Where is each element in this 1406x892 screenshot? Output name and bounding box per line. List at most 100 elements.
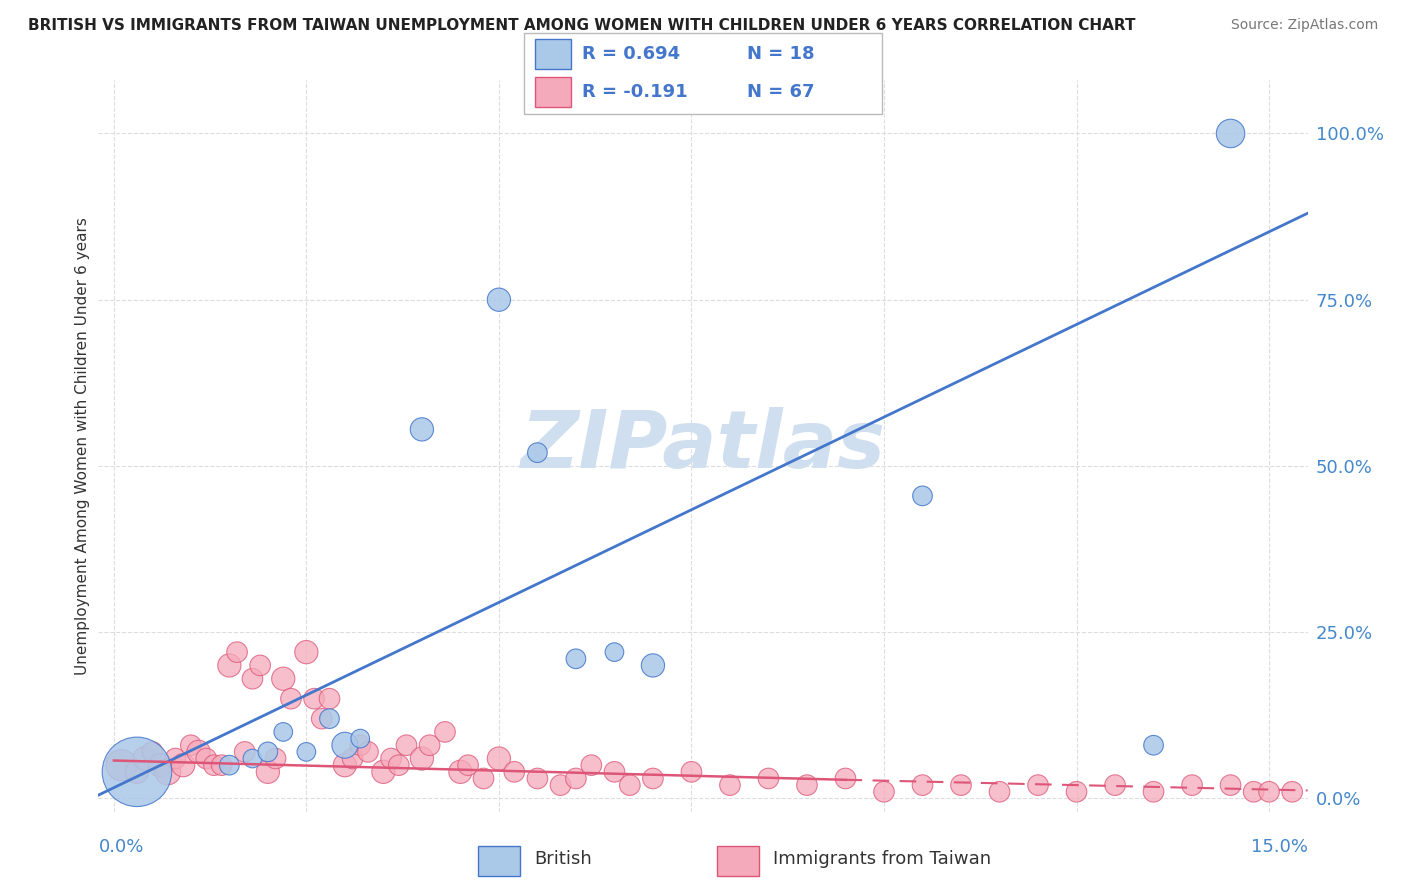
Point (565, 772, 588, 786)
Point (125, 764, 148, 779)
Point (526, 772, 548, 786)
Text: 0.0%: 0.0% (98, 838, 143, 856)
Point (349, 738, 371, 752)
FancyBboxPatch shape (524, 33, 882, 114)
Point (280, 691, 302, 706)
Point (257, 764, 280, 779)
Point (796, 778, 818, 792)
Point (1219, 778, 1241, 792)
Text: Immigrants from Taiwan: Immigrants from Taiwan (773, 849, 991, 868)
Point (457, 758, 479, 772)
Point (257, 745, 280, 759)
Point (242, 672, 264, 686)
Point (411, 422, 433, 436)
Point (333, 738, 356, 752)
Point (318, 712, 340, 726)
Point (1258, 785, 1281, 799)
Point (180, 738, 202, 752)
Point (641, 658, 664, 673)
Point (1243, 785, 1265, 799)
Bar (717, 847, 759, 876)
Text: BRITISH VS IMMIGRANTS FROM TAIWAN UNEMPLOYMENT AMONG WOMEN WITH CHILDREN UNDER 6: BRITISH VS IMMIGRANTS FROM TAIWAN UNEMPL… (28, 18, 1136, 33)
Point (302, 691, 325, 706)
Bar (534, 77, 571, 108)
Point (950, 778, 973, 792)
Point (333, 758, 356, 772)
Point (141, 745, 163, 759)
Point (211, 758, 233, 772)
Point (449, 764, 471, 779)
Point (1026, 778, 1049, 792)
Point (380, 751, 402, 765)
Point (581, 758, 603, 772)
Point (1281, 785, 1303, 799)
Point (226, 645, 249, 659)
Point (271, 725, 294, 739)
Point (156, 764, 179, 779)
Point (249, 658, 271, 673)
Point (357, 745, 380, 759)
Point (681, 764, 703, 779)
Point (603, 764, 626, 779)
Point (1181, 778, 1204, 792)
Text: British: British (534, 849, 592, 868)
Point (311, 712, 333, 726)
Point (125, 764, 148, 779)
Point (233, 745, 256, 759)
Point (433, 725, 456, 739)
Point (526, 445, 548, 459)
Point (488, 751, 510, 765)
Point (172, 758, 194, 772)
Text: R = -0.191: R = -0.191 (582, 83, 688, 101)
Text: 15.0%: 15.0% (1250, 838, 1308, 856)
Point (187, 745, 209, 759)
Point (195, 751, 218, 765)
Point (110, 758, 132, 772)
Point (165, 751, 187, 765)
Point (758, 772, 780, 786)
Point (1142, 785, 1164, 799)
Point (373, 764, 395, 779)
Point (349, 731, 371, 746)
Point (988, 785, 1011, 799)
Bar (478, 847, 520, 876)
Y-axis label: Unemployment Among Women with Children Under 6 years: Unemployment Among Women with Children U… (75, 217, 90, 675)
Point (242, 751, 264, 765)
Point (388, 758, 411, 772)
Point (911, 778, 934, 792)
Point (134, 751, 156, 765)
Point (1142, 738, 1164, 752)
Point (149, 758, 172, 772)
Point (1066, 785, 1088, 799)
Point (718, 778, 741, 792)
Point (603, 645, 626, 659)
Point (641, 772, 664, 786)
Point (218, 658, 240, 673)
Text: Source: ZipAtlas.com: Source: ZipAtlas.com (1230, 18, 1378, 32)
Point (295, 645, 318, 659)
Point (218, 758, 240, 772)
Point (503, 764, 526, 779)
Point (472, 772, 495, 786)
Point (271, 672, 294, 686)
Point (264, 751, 287, 765)
Point (488, 293, 510, 307)
Point (318, 691, 340, 706)
Point (565, 652, 588, 666)
Point (550, 778, 572, 792)
Point (395, 738, 418, 752)
Point (834, 772, 856, 786)
Point (619, 778, 641, 792)
Point (295, 745, 318, 759)
Point (873, 785, 896, 799)
Point (411, 751, 433, 765)
Point (202, 758, 225, 772)
Bar (534, 39, 571, 70)
Text: N = 18: N = 18 (747, 45, 814, 63)
Point (1104, 778, 1126, 792)
Point (1219, 127, 1241, 141)
Point (342, 751, 364, 765)
Point (911, 489, 934, 503)
Text: N = 67: N = 67 (747, 83, 814, 101)
Text: R = 0.694: R = 0.694 (582, 45, 681, 63)
